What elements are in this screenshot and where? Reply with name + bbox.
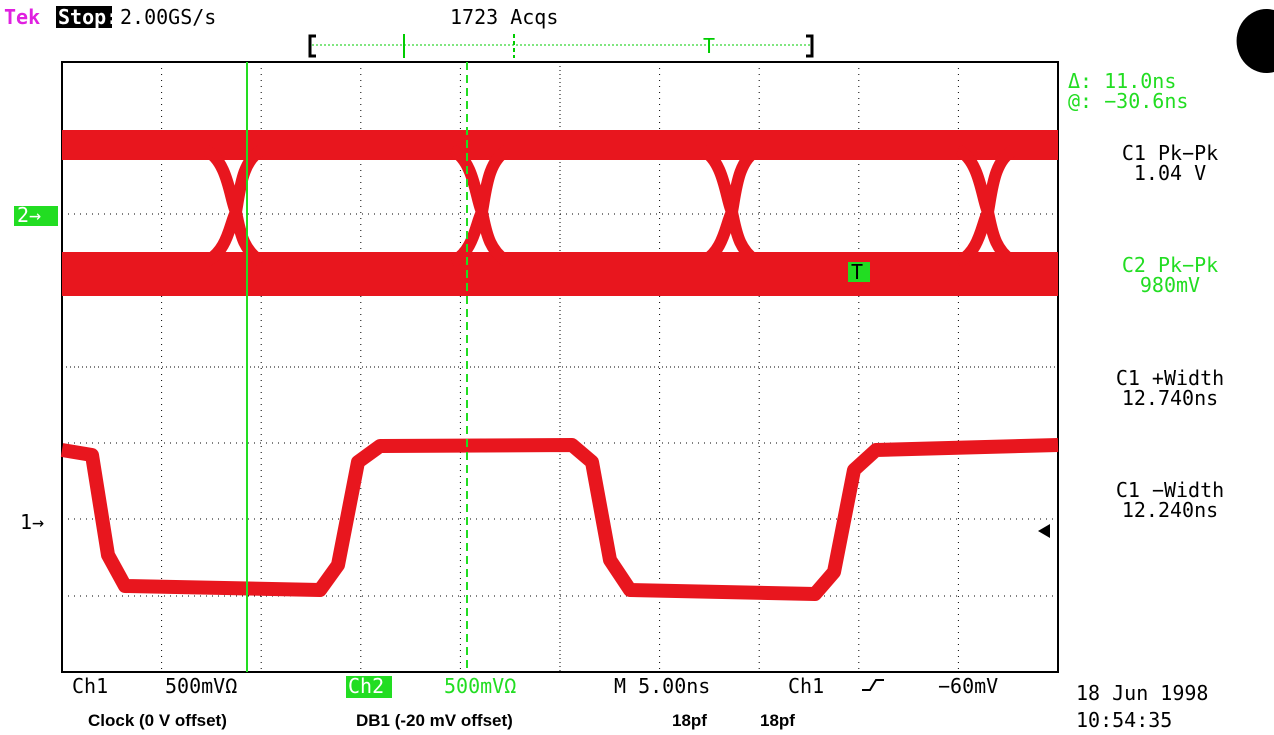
record-trigger: T [703,34,715,58]
date: 18 Jun 1998 [1076,681,1208,705]
ch1-marker: 1→ [20,510,44,534]
timebase: M 5.00ns [614,674,710,698]
scope-screen: Tek Stop: 2.00GS/s 1723 Acqs T T 2→ 1→ Δ… [0,0,1274,735]
annotation: Clock (0 V offset) [88,711,227,730]
trigger-marker: T [851,260,863,284]
acquisitions: 1723 Acqs [450,5,558,29]
cursor-at: @: −30.6ns [1068,89,1188,113]
brand: Tek [4,5,40,29]
meas-value: 12.240ns [1122,498,1218,522]
annotation: DB1 (-20 mV offset) [356,711,513,730]
state: Stop: [58,5,118,29]
trigger-level: −60mV [938,674,998,698]
ch2-label: Ch2 [348,674,384,698]
time: 10:54:35 [1076,708,1172,732]
annotation: 18pf [672,711,707,730]
ch1-label: Ch1 [72,674,108,698]
trigger-source: Ch1 [788,674,824,698]
ch2-marker: 2→ [17,203,41,227]
meas-value: 12.740ns [1122,386,1218,410]
meas-value: 980mV [1140,273,1200,297]
ch2-scale: 500mVΩ [444,674,516,698]
meas-value: 1.04 V [1134,161,1206,185]
sample-rate: 2.00GS/s [120,5,216,29]
annotation: 18pf [760,711,795,730]
ch1-scale: 500mVΩ [165,674,237,698]
